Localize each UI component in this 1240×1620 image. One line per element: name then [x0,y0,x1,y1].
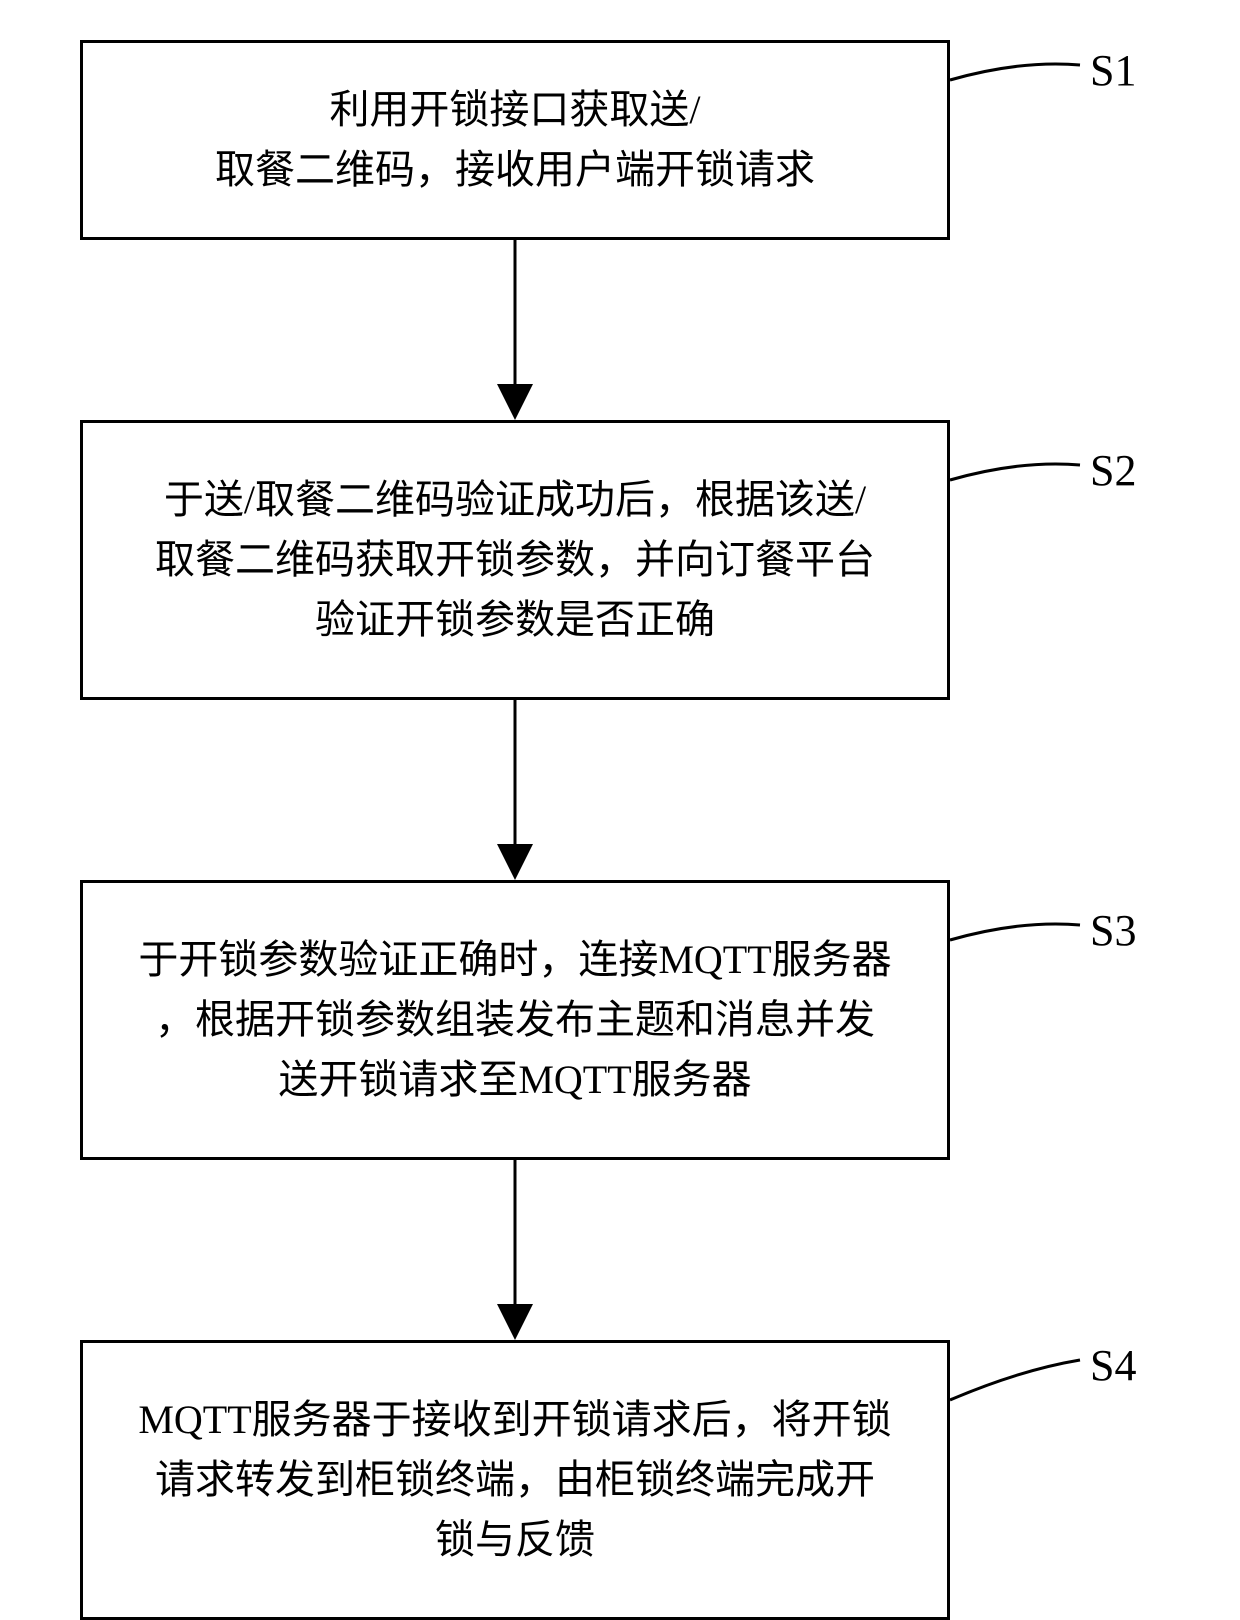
step-label-s2: S2 [1090,445,1136,496]
flowchart-box-s1: 利用开锁接口获取送/ 取餐二维码，接收用户端开锁请求 [80,40,950,240]
box-text-s4: MQTT服务器于接收到开锁请求后，将开锁 请求转发到柜锁终端，由柜锁终端完成开 … [138,1390,891,1570]
flowchart-box-s4: MQTT服务器于接收到开锁请求后，将开锁 请求转发到柜锁终端，由柜锁终端完成开 … [80,1340,950,1620]
flowchart-box-s3: 于开锁参数验证正确时，连接MQTT服务器 ，根据开锁参数组装发布主题和消息并发 … [80,880,950,1160]
flowchart-canvas: 利用开锁接口获取送/ 取餐二维码，接收用户端开锁请求 S1 于送/取餐二维码验证… [0,0,1240,1593]
step-label-s3: S3 [1090,905,1136,956]
box-text-s1: 利用开锁接口获取送/ 取餐二维码，接收用户端开锁请求 [215,80,815,200]
step-label-s1: S1 [1090,45,1136,96]
box-text-s2: 于送/取餐二维码验证成功后，根据该送/ 取餐二维码获取开锁参数，并向订餐平台 验… [155,470,875,650]
box-text-s3: 于开锁参数验证正确时，连接MQTT服务器 ，根据开锁参数组装发布主题和消息并发 … [138,930,891,1110]
step-label-s4: S4 [1090,1340,1136,1391]
flowchart-box-s2: 于送/取餐二维码验证成功后，根据该送/ 取餐二维码获取开锁参数，并向订餐平台 验… [80,420,950,700]
